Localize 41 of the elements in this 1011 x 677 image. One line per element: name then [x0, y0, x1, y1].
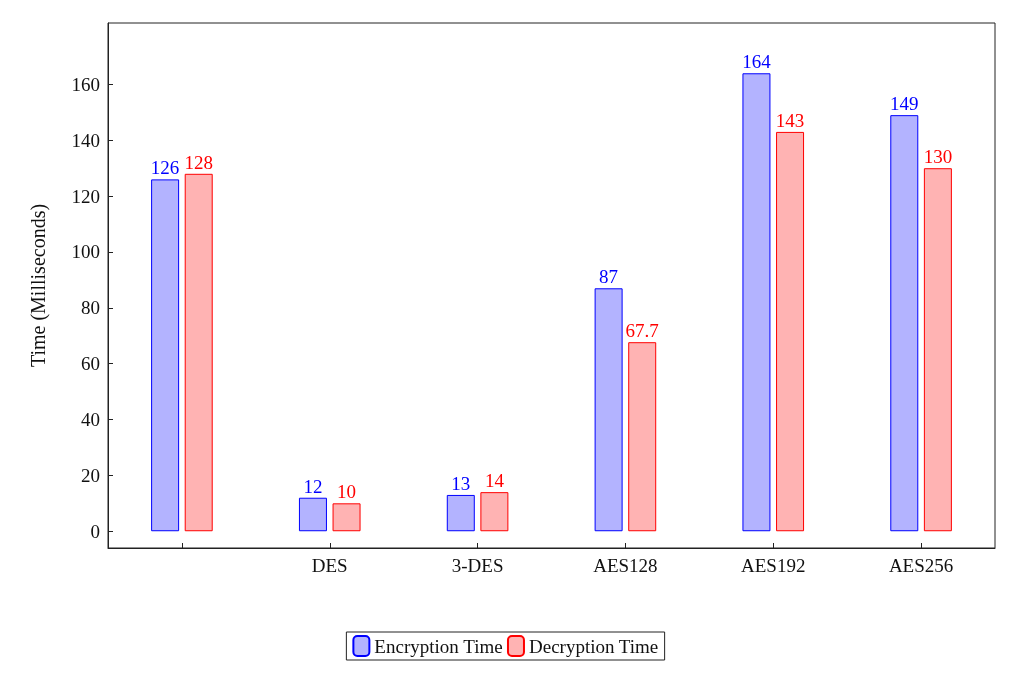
bar [628, 342, 657, 532]
data-label: 12 [303, 475, 323, 497]
data-label: 87 [599, 266, 619, 288]
bar [184, 173, 213, 532]
data-label: 14 [484, 470, 505, 492]
bar [742, 73, 771, 532]
y-tick-label: 160 [71, 73, 100, 95]
bar [594, 288, 623, 532]
legend-label: Decryption Time [528, 635, 659, 657]
data-label: 130 [923, 146, 953, 168]
bar [151, 179, 180, 532]
y-tick-label: 80 [81, 297, 100, 319]
bar [332, 503, 361, 532]
x-tick-label: 3-DES [451, 555, 504, 576]
data-label: 13 [451, 472, 471, 494]
data-label: 128 [184, 151, 213, 173]
data-label: 164 [742, 51, 772, 73]
y-axis-title: Time (Milliseconds) [27, 203, 50, 368]
data-label: 143 [775, 109, 805, 131]
legend-label: Encryption Time [374, 635, 503, 657]
bar [776, 131, 805, 532]
x-tick-label: AES192 [741, 555, 806, 576]
data-label: 149 [890, 93, 919, 115]
bar [446, 494, 475, 532]
data-label: 67.7 [625, 320, 659, 342]
y-tick-label: 140 [71, 129, 100, 151]
y-tick-label: 20 [81, 464, 100, 486]
y-tick-label: 0 [90, 520, 100, 542]
x-tick-label: AES128 [593, 555, 658, 576]
bar [480, 492, 509, 532]
bar [298, 497, 327, 532]
data-label: 10 [337, 481, 357, 503]
data-label: 126 [150, 157, 180, 179]
y-tick-label: 40 [81, 409, 100, 431]
bar [890, 115, 919, 532]
y-tick-label: 100 [71, 241, 100, 263]
x-tick-label: AES256 [888, 555, 954, 576]
y-tick-label: 120 [71, 185, 100, 207]
y-tick-label: 60 [81, 353, 100, 375]
bar [923, 168, 952, 532]
x-tick-label: DES [311, 555, 348, 576]
